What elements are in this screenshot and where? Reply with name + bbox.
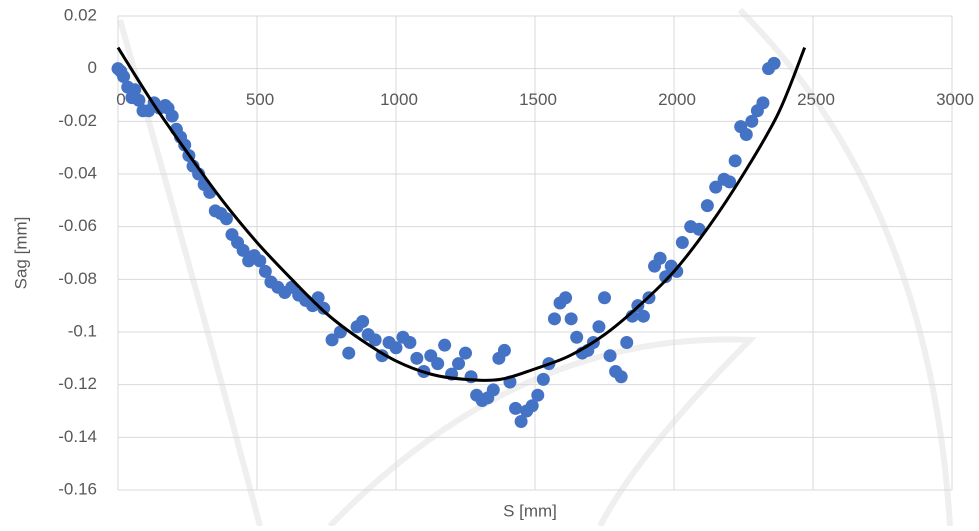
y-tick-label: -0.16 [58,479,97,498]
x-tick-label: 1500 [519,90,557,109]
scatter-point [178,138,192,152]
scatter-point [165,109,179,123]
scatter-point [570,330,584,344]
scatter-point [342,346,356,360]
scatter-point [219,212,233,226]
x-tick-label: 500 [246,90,274,109]
scatter-point [236,243,250,257]
scatter-point [325,333,339,347]
scatter-point [356,314,370,328]
scatter-point [410,351,424,365]
scatter-point [614,370,628,384]
x-axis-title: S [mm] [503,501,557,520]
scatter-point [486,383,500,397]
y-tick-label: -0.12 [58,374,97,393]
scatter-point [547,312,561,326]
scatter-point [317,301,331,315]
x-tick-label: 1000 [380,90,418,109]
scatter-point [728,154,742,168]
scatter-point [675,235,689,249]
scatter-point [389,341,403,355]
scatter-point [739,128,753,141]
scatter-point [598,291,611,305]
scatter-point [431,357,445,371]
fit-line [116,46,807,382]
scatter-point [767,56,781,70]
scatter-point [756,96,770,110]
scatter-point [438,338,452,352]
scatter-point [653,251,667,265]
y-tick-label: -0.02 [58,111,97,130]
y-tick-label: 0.02 [64,5,97,24]
scatter-point [525,399,539,413]
scatter-point [403,336,417,350]
scatter-point [368,333,382,347]
scatter-point [258,264,272,278]
scatter-point [117,70,131,84]
scatter-point [128,83,142,97]
y-tick-label: -0.1 [68,321,97,340]
scatter-point [459,346,472,360]
scatter-point [132,93,146,107]
scatter-point [670,264,684,278]
scatter-point [709,180,723,194]
scatter-point [497,343,511,357]
x-tick-label: 2500 [797,90,835,109]
y-tick-label: 0 [88,58,97,77]
scatter-point [564,312,578,326]
scatter-point [659,270,673,284]
y-tick-label: -0.06 [58,216,97,235]
scatter-point [636,309,650,323]
x-tick-label: 2000 [658,90,696,109]
scatter-point [509,401,523,415]
scatter-point [745,114,759,128]
scatter-point [592,320,606,334]
scatter-point [253,254,267,268]
scatter-point [559,291,573,305]
scatter-point [536,372,550,386]
y-tick-label: -0.14 [58,427,97,446]
scatter-point [620,336,634,350]
y-tick-label: -0.04 [58,163,97,182]
scatter-point [514,415,528,429]
scatter-point [700,199,714,213]
scatter-point [723,175,737,189]
scatter-point [603,349,617,363]
x-tick-label: 3000 [936,90,974,109]
x-tick-label: 0 [116,90,125,109]
scatter-point [452,357,466,371]
y-tick-label: -0.08 [58,269,97,288]
y-axis-title: Sag [mm] [11,217,30,290]
scatter-point [692,222,706,236]
scatter-point [531,388,545,402]
